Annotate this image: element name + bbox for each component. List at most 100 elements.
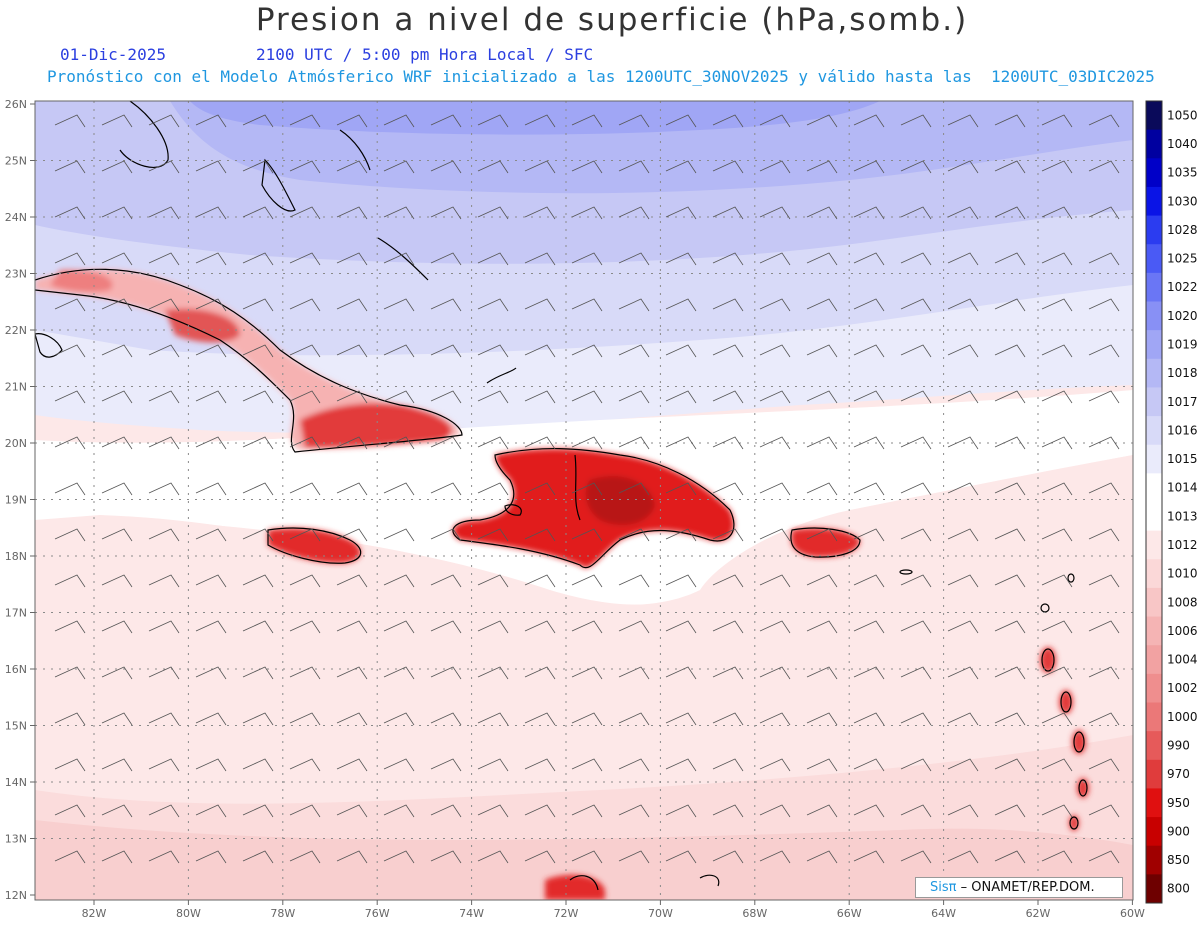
wind-barb	[242, 344, 274, 358]
wind-barb	[947, 666, 979, 680]
wind-barb	[1041, 574, 1073, 588]
wind-barb	[430, 160, 462, 174]
wind-barb	[524, 574, 556, 588]
wind-barb	[900, 390, 932, 404]
wind-barb	[947, 114, 979, 128]
latitude-labels: 26N 25N 24N 23N 22N 21N 20N 19N 18N 17N 16N 15N 14N 1…	[5, 98, 35, 902]
wind-barb	[195, 252, 227, 266]
wind-barb	[242, 482, 274, 496]
wind-barb	[759, 114, 791, 128]
colorbar-label: 1000	[1167, 710, 1198, 724]
wind-barb	[1088, 620, 1120, 634]
wind-barb	[148, 344, 180, 358]
wind-barb	[571, 252, 603, 266]
wind-barb	[618, 206, 650, 220]
wind-barb	[712, 666, 744, 680]
wind-barb	[806, 160, 838, 174]
colorbar-swatch	[1146, 702, 1162, 732]
wind-barb	[900, 252, 932, 266]
wind-barb	[1088, 482, 1120, 496]
andros-coast	[261, 158, 296, 212]
wind-barb	[430, 666, 462, 680]
wind-barb	[430, 206, 462, 220]
wind-barb	[195, 574, 227, 588]
wind-barb	[477, 712, 509, 726]
wind-barb	[383, 344, 415, 358]
colorbar-swatch	[1146, 845, 1162, 875]
colorbar-label: 1018	[1167, 366, 1198, 380]
wind-barb	[101, 298, 133, 312]
band-1008	[35, 820, 1133, 900]
wind-barb	[1041, 298, 1073, 312]
wind-barb	[54, 252, 86, 266]
colorbar-label: 1004	[1167, 653, 1198, 667]
wind-barb	[712, 758, 744, 772]
wind-barb	[524, 160, 556, 174]
wind-barb	[242, 160, 274, 174]
wind-barb	[101, 114, 133, 128]
wind-barb	[242, 620, 274, 634]
wind-barb	[477, 850, 509, 864]
wind-barb	[54, 850, 86, 864]
wind-barb	[477, 344, 509, 358]
wind-barb	[383, 390, 415, 404]
wind-barb	[242, 850, 274, 864]
wind-barb	[195, 850, 227, 864]
map-frame	[34, 100, 1134, 901]
wind-barb	[195, 482, 227, 496]
wind-barb	[242, 436, 274, 450]
colorbar-swatch	[1146, 759, 1162, 789]
wind-barb	[571, 804, 603, 818]
colorbar-swatch	[1146, 416, 1162, 446]
wind-barb	[336, 574, 368, 588]
wind-barb	[54, 206, 86, 220]
wind-barb	[759, 298, 791, 312]
wind-barb	[383, 574, 415, 588]
wind-barb	[524, 850, 556, 864]
colorbar-swatch	[1146, 559, 1162, 589]
wind-barb	[994, 528, 1026, 542]
wind-barb	[806, 574, 838, 588]
wind-barb	[54, 390, 86, 404]
wind-barb	[54, 114, 86, 128]
wind-barb	[148, 160, 180, 174]
wind-barb	[947, 160, 979, 174]
wind-barb	[571, 436, 603, 450]
wind-barb	[101, 804, 133, 818]
wind-barb	[571, 482, 603, 496]
wind-barb	[289, 206, 321, 220]
wind-barb	[994, 574, 1026, 588]
wind-barb	[242, 252, 274, 266]
wind-barb	[336, 850, 368, 864]
lon-label-74w: 74W	[459, 907, 484, 920]
wind-barb	[1088, 850, 1120, 864]
wind-barb	[900, 436, 932, 450]
haiti-dr-border	[574, 454, 581, 521]
wind-barb	[571, 850, 603, 864]
wind-barb	[289, 252, 321, 266]
wind-barb	[148, 574, 180, 588]
colorbar-label: 850	[1167, 853, 1190, 867]
wind-barb	[195, 620, 227, 634]
wind-barb	[947, 528, 979, 542]
wind-barb	[524, 344, 556, 358]
wind-barb	[571, 390, 603, 404]
colorbar-label: 1022	[1167, 280, 1198, 294]
wind-barb	[54, 758, 86, 772]
wind-barb	[994, 252, 1026, 266]
wind-barb	[618, 482, 650, 496]
colorbar-swatch	[1146, 158, 1162, 188]
wind-barb	[618, 758, 650, 772]
wind-barb	[571, 298, 603, 312]
colorbar-label: 800	[1167, 882, 1190, 896]
wind-barb	[336, 528, 368, 542]
wind-barb	[665, 298, 697, 312]
colorbar-label: 990	[1167, 738, 1190, 752]
wind-barb	[430, 114, 462, 128]
wind-barb	[242, 528, 274, 542]
wind-barb	[806, 344, 838, 358]
wind-barb	[477, 436, 509, 450]
colorbar-swatch	[1146, 616, 1162, 646]
wind-barb	[430, 758, 462, 772]
wind-barb	[242, 298, 274, 312]
